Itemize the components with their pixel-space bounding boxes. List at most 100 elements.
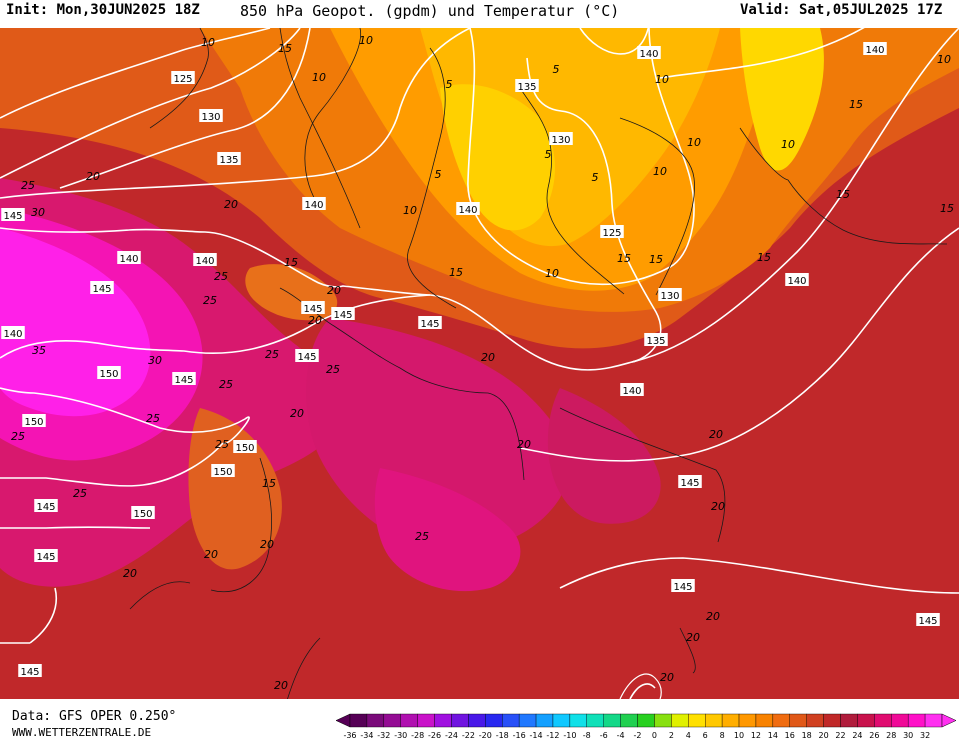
geopotential-label: 145 (172, 372, 196, 386)
geopotential-label: 140 (1, 326, 25, 340)
temperature-label: 10 (312, 71, 326, 84)
scale-swatch (891, 713, 909, 728)
temperature-label: 20 (308, 314, 322, 327)
geopotential-label-box (18, 664, 42, 677)
geopotential-label: 130 (199, 109, 223, 123)
temperature-label: 5 (553, 63, 560, 76)
scale-swatch (924, 713, 943, 728)
geopotential-label-box (1, 208, 25, 221)
geopotential-label-text: 150 (235, 443, 254, 454)
geopotential-label-text: 140 (458, 205, 477, 216)
scale-swatch (502, 713, 520, 728)
geopotential-label-text: 135 (219, 155, 238, 166)
scale-swatch (468, 713, 486, 728)
geopotential-label-box (34, 549, 58, 562)
geopotential-label-box (171, 71, 195, 84)
website-link[interactable]: WWW.WETTERZENTRALE.DE (12, 726, 152, 739)
temperature-label: 20 (660, 671, 674, 684)
geopotential-label-box (193, 253, 217, 266)
geopotential-label: 140 (785, 273, 809, 287)
scale-swatch (569, 713, 587, 728)
geopotential-label: 145 (18, 664, 42, 678)
scale-swatch (400, 713, 418, 728)
scale-swatch (755, 713, 774, 728)
scale-swatch (857, 713, 875, 728)
temperature-label: 15 (449, 266, 463, 279)
geopotential-label-text: 150 (133, 509, 152, 520)
temperature-label: 20 (706, 610, 720, 623)
geopotential-label-text: 145 (333, 310, 352, 321)
scale-tick-label: -12 (546, 731, 559, 739)
scale-tick-label: 10 (734, 731, 744, 739)
scale-tick-label: -8 (583, 731, 591, 739)
geopotential-label: 135 (217, 152, 241, 166)
map-header: Init: Mon,30JUN2025 18Z 850 hPa Geopot. … (0, 0, 959, 28)
scale-swatch (620, 713, 638, 728)
temperature-label: 15 (757, 251, 771, 264)
scale-tick-label: 30 (903, 731, 913, 739)
weather-map-canvas: 125 130 135 140 145 140 140 145 140 145 145 145 145 1… (0, 28, 959, 699)
geopotential-label-box (456, 202, 480, 215)
geopotential-label-text: 145 (297, 352, 316, 363)
geopotential-label-text: 135 (517, 82, 536, 93)
scale-tick-label: -6 (600, 731, 608, 739)
geopotential-label-text: 140 (865, 45, 884, 56)
scale-tick-label: -2 (634, 731, 642, 739)
scale-swatch (434, 713, 452, 728)
geopotential-label: 135 (644, 333, 668, 347)
geopotential-label-text: 125 (173, 74, 192, 85)
geopotential-label: 145 (301, 301, 325, 315)
geopotential-label-text: 145 (36, 552, 55, 563)
geopotential-label: 150 (22, 414, 46, 428)
geopotential-label-text: 145 (3, 211, 22, 222)
scale-swatch (451, 713, 469, 728)
scale-tick-label: -20 (479, 731, 492, 739)
geopotential-label-text: 140 (639, 49, 658, 60)
temperature-label: 25 (73, 487, 87, 500)
geopotential-label-box (515, 79, 539, 92)
geopotential-label-box (90, 281, 114, 294)
scale-swatch (907, 713, 926, 728)
geopotential-isolines (0, 28, 959, 699)
geopotential-label-text: 130 (201, 112, 220, 123)
scale-tick-label: -22 (462, 731, 475, 739)
temperature-field-mountain-cool (188, 408, 282, 570)
temperature-label: 20 (86, 170, 100, 183)
temperature-label: 5 (435, 168, 442, 181)
scale-swatch (705, 713, 723, 728)
temperature-label: 25 (11, 430, 25, 443)
scale-swatch (654, 713, 672, 728)
temperature-label: 20 (327, 284, 341, 297)
scale-tick-label: 20 (819, 731, 829, 739)
temperature-label: 15 (836, 188, 850, 201)
geopotential-label-text: 145 (20, 667, 39, 678)
geopotential-label-box (671, 579, 695, 592)
temperature-label: 10 (937, 53, 951, 66)
scale-tick-label: -24 (445, 731, 458, 739)
geopotential-label-text: 140 (622, 386, 641, 397)
geopotential-label-layer: 125 130 135 140 145 140 140 145 140 145 145 145 145 1… (1, 42, 940, 678)
geopotential-label: 130 (658, 288, 682, 302)
geopotential-label-text: 130 (660, 291, 679, 302)
geopotential-label-box (1, 326, 25, 339)
temperature-label: 10 (359, 34, 373, 47)
temperature-label: 15 (284, 256, 298, 269)
geopotential-label-box (644, 333, 668, 346)
temperature-label: 20 (274, 679, 288, 692)
geopotential-label: 145 (1, 208, 25, 222)
scale-swatch (738, 713, 757, 728)
scale-tick-label: -34 (360, 731, 373, 739)
geopotential-label-box (117, 251, 141, 264)
temperature-label: 5 (545, 148, 552, 161)
temperature-label: 15 (262, 477, 276, 490)
geopotential-label-box (658, 288, 682, 301)
scale-swatch (823, 713, 841, 728)
temperature-label: 10 (545, 267, 559, 280)
geopotential-label-box (620, 383, 644, 396)
geopotential-label-text: 140 (119, 254, 138, 265)
scale-tick-label: 26 (869, 731, 879, 739)
geopotential-label-box (172, 372, 196, 385)
scale-tick-label: -28 (411, 731, 424, 739)
geopotential-label-box (97, 366, 121, 379)
geopotential-label-text: 145 (303, 304, 322, 315)
